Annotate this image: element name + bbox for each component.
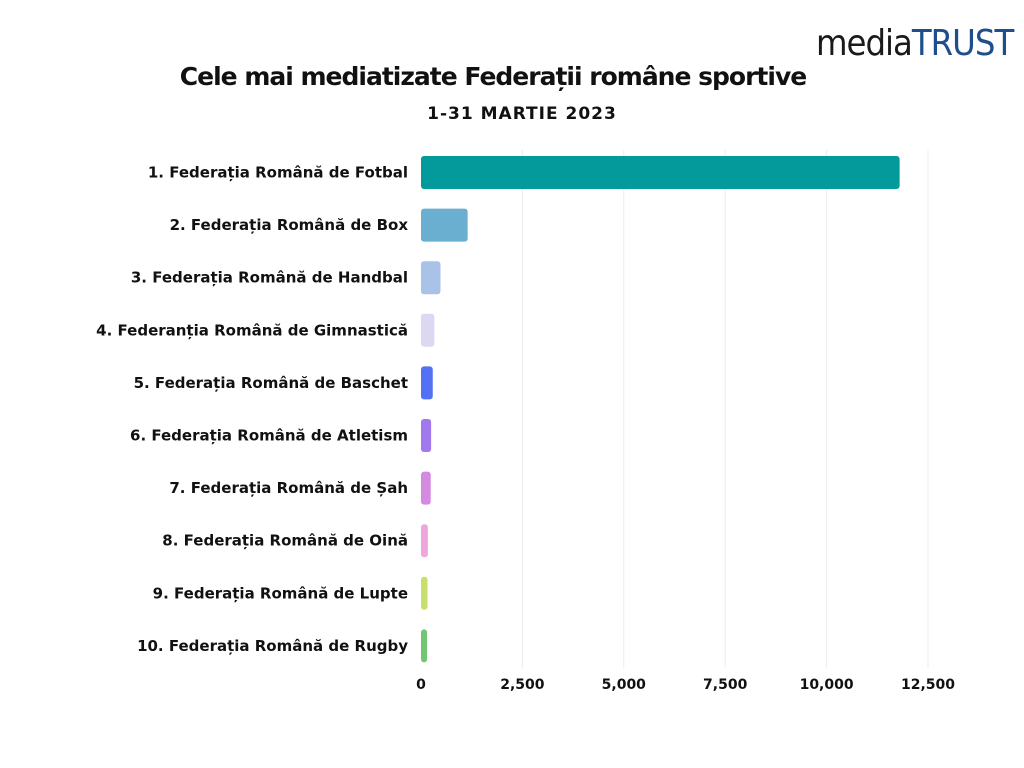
x-tick-label: 5,000 <box>602 677 647 693</box>
bar <box>421 629 428 663</box>
bar <box>421 366 433 400</box>
logo-part-trust: TRUST <box>911 23 1014 64</box>
category-label: 8. Federația Română de Oină <box>162 532 408 550</box>
category-label: 1. Federația Română de Fotbal <box>148 164 408 182</box>
bar <box>421 576 428 610</box>
category-label: 3. Federația Română de Handbal <box>131 269 408 287</box>
x-tick-label: 12,500 <box>901 677 955 693</box>
chart-title: Cele mai mediatizate Federații române sp… <box>179 62 807 91</box>
x-tick-label: 0 <box>416 677 426 693</box>
category-label: 10. Federația Română de Rugby <box>137 637 408 655</box>
bar <box>421 524 428 558</box>
x-tick-label: 2,500 <box>500 677 545 693</box>
bar <box>421 208 468 242</box>
chart-subtitle: 1-31 MARTIE 2023 <box>427 104 617 124</box>
category-label: 7. Federația Română de Șah <box>169 479 408 497</box>
category-label: 9. Federația Română de Lupte <box>153 584 408 602</box>
bar <box>421 471 431 505</box>
x-tick-label: 10,000 <box>800 677 854 693</box>
x-tick-label: 7,500 <box>703 677 748 693</box>
category-label: 2. Federația Română de Box <box>170 216 409 234</box>
logo-part-media: media <box>816 23 913 64</box>
bar <box>421 156 900 189</box>
bar <box>421 313 435 347</box>
category-label: 6. Federația Română de Atletism <box>130 427 408 445</box>
category-label: 5. Federația Română de Baschet <box>134 374 408 392</box>
category-label: 4. Federanția Română de Gimnastică <box>96 321 408 339</box>
mediatrust-logo: mediaTRUST <box>816 22 1014 66</box>
bar <box>421 261 441 295</box>
bar <box>421 419 432 452</box>
